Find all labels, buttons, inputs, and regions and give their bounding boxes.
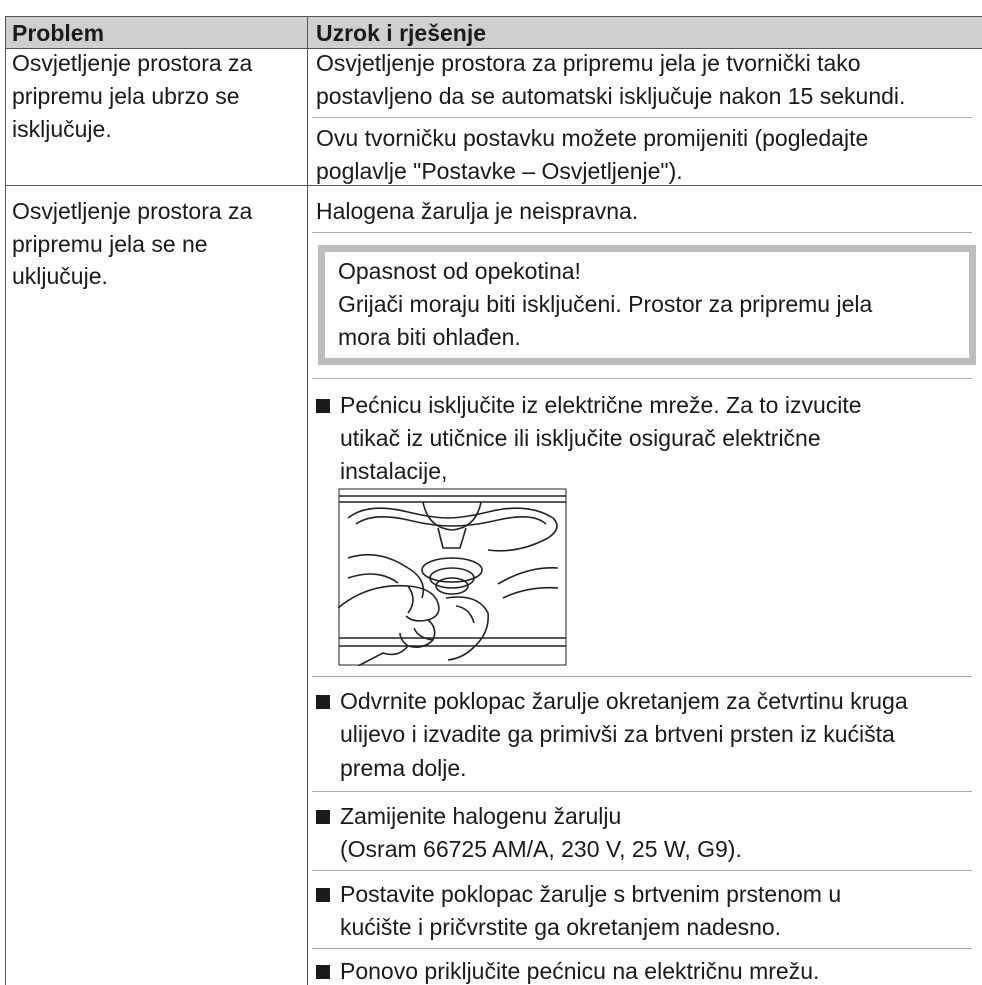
warning-text: Opasnost od opekotina!	[338, 258, 581, 284]
separator	[312, 117, 972, 118]
step-text: instalacije,	[340, 458, 448, 484]
problem-text: uključuje.	[12, 263, 108, 289]
step-text: prema dolje.	[340, 755, 467, 781]
warning-text: Grijači moraju biti isključeni. Prostor …	[338, 291, 873, 317]
problem-text: pripremu jela ubrzo se	[12, 83, 240, 109]
step-text: kućište i pričvrstite ga okretanjem nade…	[340, 914, 782, 940]
illustration	[338, 488, 567, 666]
warning-text: mora biti ohlađen.	[338, 324, 521, 350]
warning-box	[318, 245, 976, 365]
separator	[312, 870, 972, 871]
step-text: Postavite poklopac žarulje s brtvenim pr…	[340, 881, 842, 907]
step-text: Pećnicu isključite iz električne mreže. …	[340, 392, 862, 418]
bullet	[316, 399, 330, 413]
step-text: (Osram 66725 AM/A, 230 V, 25 W, G9).	[340, 836, 742, 862]
header-row	[5, 16, 982, 49]
header-cell: Uzrok i rješenje	[316, 20, 487, 46]
step-text: utikač iz utičnice ili isključite osigur…	[340, 425, 821, 451]
step-text: Zamijenite halogenu žarulju	[340, 803, 622, 829]
solution-text: Osvjetljenje prostora za pripremu jela j…	[316, 50, 861, 76]
separator	[312, 378, 972, 379]
separator	[312, 791, 972, 792]
bullet	[316, 888, 330, 902]
problem-text: pripremu jela se ne	[12, 231, 208, 257]
bullet	[316, 965, 330, 979]
solution-text: poglavlje "Postavke – Osvjetljenje").	[316, 158, 683, 184]
separator	[312, 676, 972, 677]
border	[307, 16, 308, 985]
problem-text: Osvjetljenje prostora za	[12, 198, 253, 224]
header-cell: Problem	[12, 20, 105, 46]
row-border	[5, 185, 982, 186]
step-text: Odvrnite poklopac žarulje okretanjem za …	[340, 688, 908, 714]
problem-text: Osvjetljenje prostora za	[12, 50, 253, 76]
bullet	[316, 695, 330, 709]
problem-text: isključuje.	[12, 116, 112, 142]
separator	[312, 232, 972, 233]
step-text: Ponovo priključite pećnicu na električnu…	[340, 958, 820, 984]
border	[5, 16, 6, 985]
solution-text: Ovu tvorničku postavku možete promijenit…	[316, 125, 869, 151]
cause-text: Halogena žarulja je neispravna.	[316, 198, 639, 224]
solution-text: postavljeno da se automatski isključuje …	[316, 83, 906, 109]
bullet	[316, 810, 330, 824]
step-text: ulijevo i izvadite ga primivši za brtven…	[340, 721, 895, 747]
separator	[312, 948, 972, 949]
